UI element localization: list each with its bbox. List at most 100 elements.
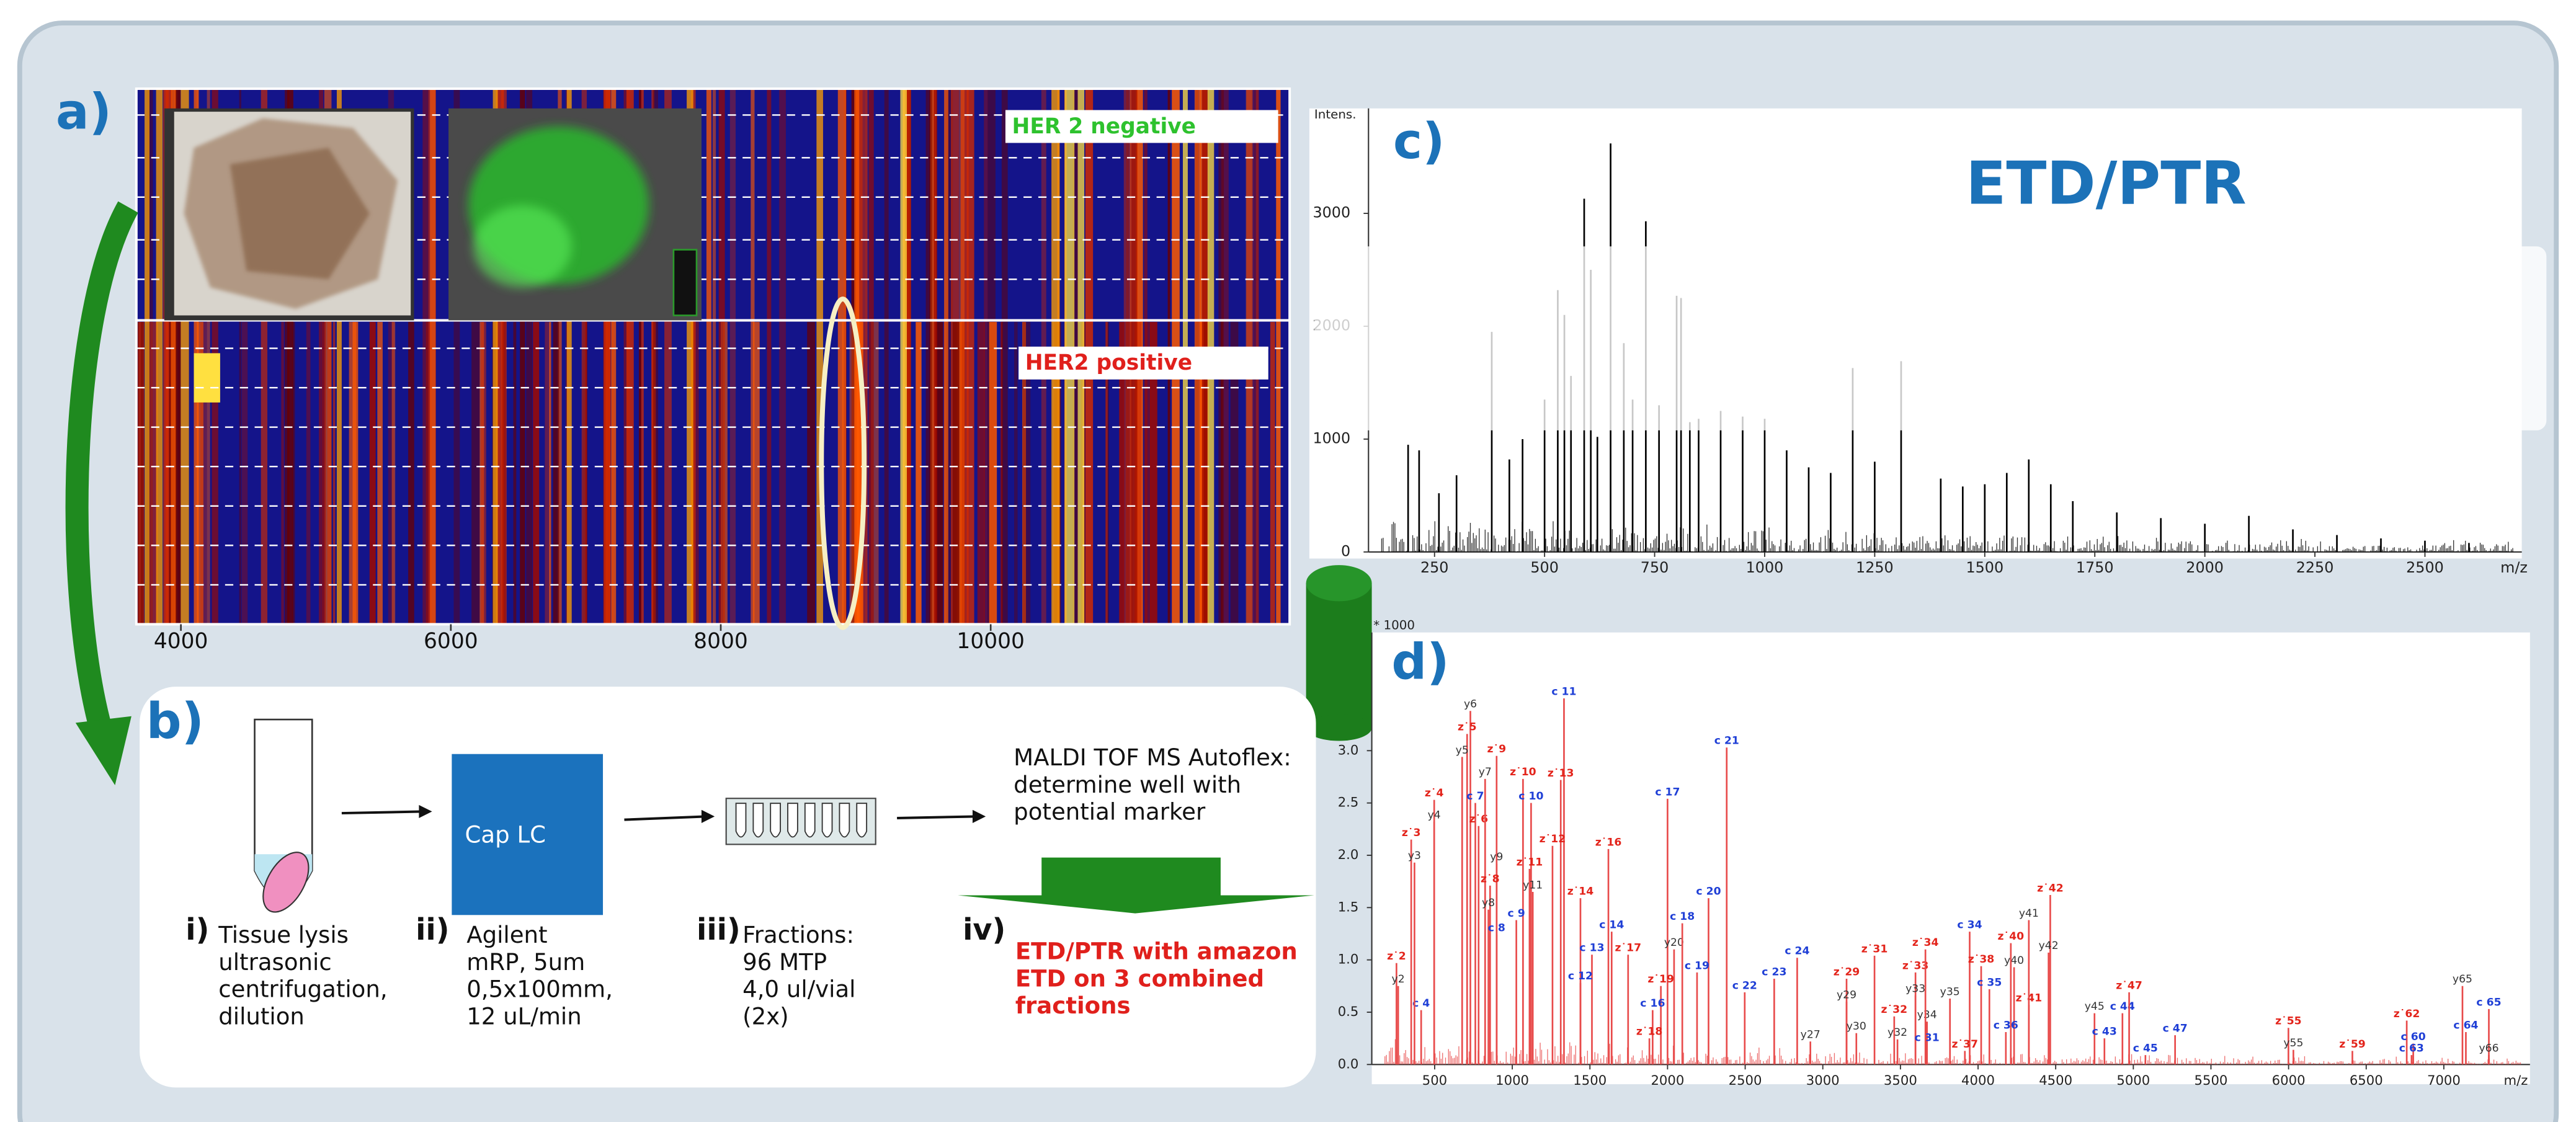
heatmap-stripe [453,89,460,625]
arrow [624,815,706,821]
peak-label: c 9 [1508,907,1525,920]
heatmap-stripe [332,322,336,625]
step-numeral: i) [185,913,209,947]
x-tick-label: 3500 [1884,1072,1917,1088]
heatmap-stripe [767,89,772,625]
x-tick-label: 1500 [1573,1072,1607,1088]
peak-label: c 19 [1685,959,1709,972]
plate [725,798,876,845]
peak-label: c 34 [1957,919,1982,932]
x-tick-label: 1750 [2076,559,2114,576]
heatmap-stripe [849,322,856,625]
peak-label: z˙38 [1968,953,1995,966]
spectrum-d-frame [1371,632,2530,1085]
panel-label: a) [56,82,112,140]
heatmap-stripe [239,89,241,625]
workflow-steps: MALDI TOF MS Autoflex:determine well wit… [185,744,1298,1030]
heatmap-stripe [526,89,533,625]
peak-label: z˙2 [1387,950,1406,963]
step-text: Tissue lysis [218,922,349,948]
x-tick-label: 2500 [2406,559,2444,576]
y-tick-label: 1000 [1313,429,1350,447]
x-tick-label: 4000 [154,629,208,654]
heatmap-stripe [408,322,414,625]
result-arrow [958,857,1314,914]
peak-label: z˙8 [1481,873,1500,885]
heatmap-stripe [545,322,549,625]
heatmap-stripe [752,322,760,625]
heatmap-stripe [430,89,436,625]
y-axis-label: * 1000 [1373,618,1415,633]
peak-label: z˙33 [1902,959,1929,972]
connector-bottom [1306,715,1372,741]
heatmap-stripe [197,322,203,625]
peak-label: y7 [1479,766,1492,778]
connector-top [1306,565,1372,602]
step-numeral: iv) [963,913,1005,947]
heatmap-stripe [712,89,716,625]
label-box [1005,110,1278,143]
heatmap-stripe [930,89,937,625]
arrow [341,810,424,815]
peak-label: c 35 [1977,976,2002,989]
heatmap-stripe [916,322,922,625]
heatmap-stripe [502,322,506,625]
fluorescence-signal [473,205,572,288]
heatmap-stripe [1105,322,1108,625]
peak-label: y8 [1482,897,1495,909]
peak-label: y40 [2004,955,2024,967]
heatmap-stripe [145,89,150,625]
heatmap-stripe [984,89,988,625]
heatmap-stripe [723,322,728,625]
connector [1306,583,1372,728]
heatmap-stripe [959,89,965,625]
peak-label: z˙5 [1458,721,1477,734]
x-axis-label: m/z [2503,1072,2528,1088]
x-axis-label: m/z [2500,559,2528,576]
label-box [1018,346,1268,380]
y-axis-label: Intens. [1314,107,1357,122]
peak-label: y4 [1428,809,1441,821]
heatmap-stripe [837,89,847,625]
peak-label: y27 [1801,1029,1821,1041]
heatmap-stripe [925,89,932,625]
heatmap-stripe [261,89,268,625]
heatmap-stripe [479,322,484,625]
heatmap-stripe [664,89,672,625]
spectrum-d: 500 1000 1500 2000 2500 3000 3500 4000 4500 5000 5… [1338,618,2530,1088]
heatmap-stripe [171,89,176,625]
heatmap-stripe [862,89,867,625]
heatmap-stripe [324,89,332,625]
peak-label: y33 [1905,982,1925,995]
peak-label: c 8 [1488,922,1505,935]
panel-label: d) [1391,633,1449,691]
heatmap-stripe [585,322,587,625]
heatmap-stripe [141,322,143,625]
peak-label: z˙42 [2037,882,2064,894]
x-tick-label: 2000 [1651,1072,1684,1088]
vial [770,803,782,838]
peak-label: z˙16 [1595,836,1622,848]
heatmap-stripe [336,89,342,625]
vial [752,803,764,838]
x-tick-label: 4500 [2039,1072,2072,1088]
heatmap-stripe [884,89,889,625]
heatmap-stripe [604,89,611,625]
x-tick-label: 2000 [2186,559,2224,576]
peak-label: y45 [2085,1000,2105,1013]
peak-label: c 31 [1915,1032,1940,1044]
heatmap-stripe [377,322,383,625]
y-tick-label: 0.0 [1338,1056,1359,1071]
step-text: 96 MTP [742,949,827,976]
chart-title: ETD/PTR [1966,149,2246,218]
vial [735,803,747,838]
peak-label: y9 [1490,851,1503,863]
heatmap-stripe [751,89,755,625]
heatmap-stripe [306,322,311,625]
peak-label: y11 [1523,879,1543,891]
heatmap-stripe [149,322,158,625]
vial [787,803,798,838]
peak-label: c 20 [1696,886,1721,898]
peak-label: y42 [2039,940,2059,952]
